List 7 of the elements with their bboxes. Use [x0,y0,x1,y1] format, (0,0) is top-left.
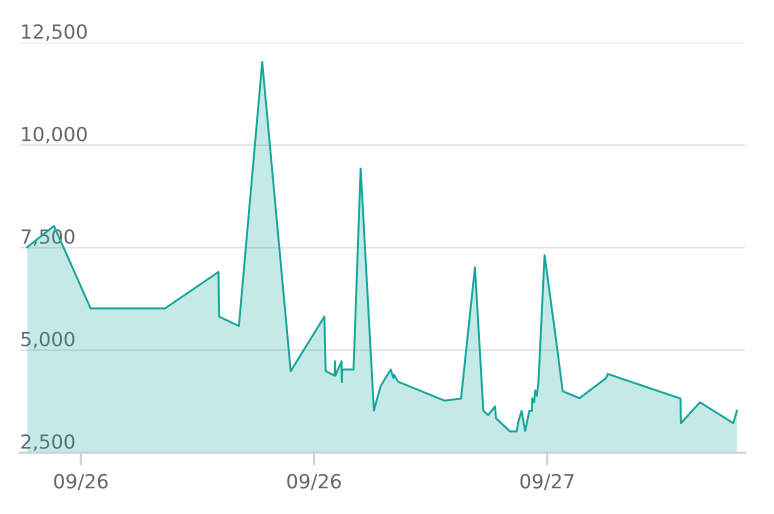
y-tick-label: 10,000 [22,126,87,144]
y-tick-label: 2,500 [21,434,74,451]
x-tick-label: 09/26 [54,474,108,490]
x-tick-label: 09/26 [287,474,341,490]
x-tick-label: 09/27 [520,474,574,490]
y-tick-label: 12,500 [22,24,87,41]
y-tick-label: 5,000 [22,332,74,348]
